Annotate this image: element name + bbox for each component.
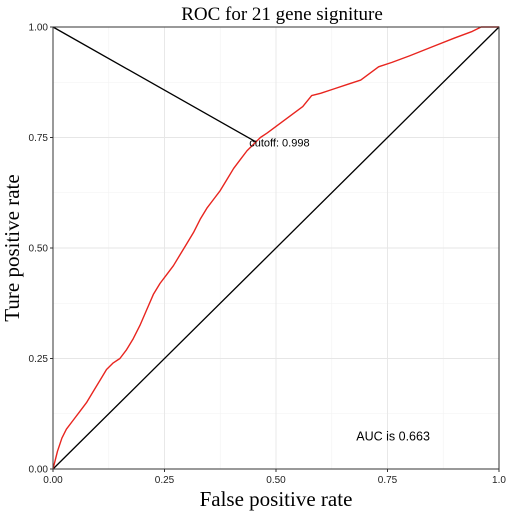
y-tick-label: 1.00 xyxy=(29,23,49,34)
x-tick-label: 0.00 xyxy=(43,475,63,486)
x-tick-label: 0.75 xyxy=(378,475,398,486)
y-tick-label: 0.25 xyxy=(29,354,49,365)
reference-diagonal-line xyxy=(52,26,500,470)
chart-title: ROC for 21 gene signiture xyxy=(181,4,383,25)
roc-curve xyxy=(52,26,499,470)
y-tick-label: 0.00 xyxy=(29,465,49,476)
cutoff-line xyxy=(52,26,257,143)
x-tick-label: 1.0 xyxy=(492,475,506,486)
y-axis-title: Ture positive rate xyxy=(0,174,24,321)
x-tick-label: 0.25 xyxy=(155,475,175,486)
cutoff-annotation: cutoff: 0.998 xyxy=(249,137,309,149)
y-tick-label: 0.75 xyxy=(29,133,49,144)
auc-annotation: AUC is 0.663 xyxy=(356,429,430,443)
axis-ticks: 0.00 0.25 0.50 0.75 1.0 0.00 0.25 0.50 0.75 1.00 xyxy=(29,23,507,487)
y-tick-label: 0.50 xyxy=(29,244,49,255)
x-axis-title: False positive rate xyxy=(200,487,353,511)
x-tick-label: 0.50 xyxy=(266,475,286,486)
plot-lines xyxy=(52,26,500,470)
plot-panel-border xyxy=(52,26,500,470)
